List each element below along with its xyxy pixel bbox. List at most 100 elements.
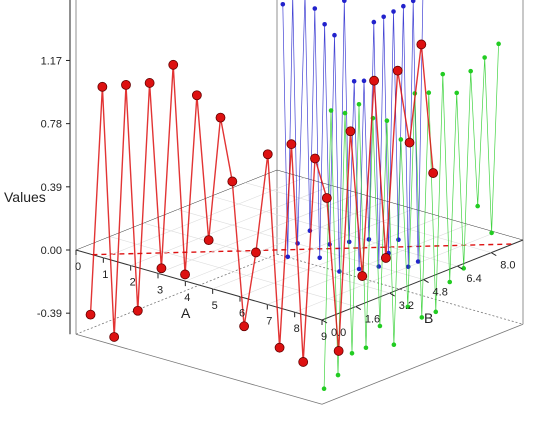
red-point	[144, 78, 155, 88]
red-point	[357, 271, 368, 281]
green-point	[349, 351, 355, 356]
a-tick-label: 9	[321, 331, 327, 343]
b-tick-mark	[321, 319, 328, 324]
box-edge	[75, 333, 323, 405]
blue-point	[415, 259, 421, 264]
green-point	[496, 41, 501, 47]
a-tick-label: 6	[239, 308, 245, 320]
blue-point	[342, 0, 347, 4]
red-point	[180, 269, 190, 280]
blue-point	[351, 79, 357, 84]
z-tick-label: 0.00	[41, 245, 62, 257]
blue-point	[401, 3, 406, 9]
red-point	[298, 357, 309, 367]
z-tick-label: 0.78	[41, 119, 62, 131]
green-point	[468, 68, 473, 74]
axis-ticks: 1.17 0.78 0.39 0.00 -0.39 0 1 2 3 4 5 6 7 8 9 0.0 1.6 3.2…	[37, 0, 516, 343]
b-tick-mark	[491, 252, 497, 257]
blue-point	[361, 78, 367, 84]
green-point	[489, 230, 494, 236]
blue-point	[396, 237, 401, 242]
grid-line	[143, 222, 390, 294]
red-line	[89, 44, 434, 362]
box-edge	[75, 253, 278, 335]
red-point	[132, 305, 143, 316]
a-tick-label: 2	[130, 277, 136, 289]
green-point	[433, 309, 439, 315]
blue-point	[410, 0, 416, 4]
red-point	[121, 79, 131, 90]
zero-dashed-line	[92, 243, 513, 256]
red-point	[428, 168, 439, 178]
grid-line	[177, 209, 424, 280]
b-tick-mark	[355, 306, 362, 310]
red-point	[203, 235, 214, 245]
green-point	[482, 55, 487, 60]
red-point	[392, 65, 403, 76]
green-point	[363, 345, 369, 351]
green-point	[335, 372, 341, 378]
blue-point	[317, 255, 323, 261]
a-tick-label: 1	[102, 269, 108, 281]
blue-point	[371, 19, 377, 25]
series-red	[85, 39, 439, 367]
b-tick-label: 6.4	[466, 273, 481, 285]
green-point	[342, 110, 348, 116]
box-edge	[321, 323, 524, 405]
box-edge	[276, 253, 524, 325]
green-point	[384, 118, 390, 124]
zero-plane-edge	[75, 249, 323, 321]
red-point	[286, 139, 297, 150]
b-tick-label: 1.6	[365, 314, 380, 326]
a-tick-label: 5	[212, 300, 218, 312]
blue-point	[332, 32, 337, 38]
green-point	[419, 315, 425, 320]
blue-point	[312, 6, 318, 11]
red-point	[404, 137, 415, 148]
b-tick-label: 8.0	[500, 260, 515, 272]
red-point	[109, 332, 120, 342]
b-tick-label: 4.8	[433, 287, 448, 299]
red-point	[310, 153, 320, 164]
green-line	[323, 43, 499, 389]
red-point	[369, 75, 379, 86]
blue-point	[391, 9, 396, 14]
red-point	[215, 112, 226, 123]
red-point	[168, 59, 179, 70]
green-point	[426, 90, 432, 95]
green-point	[398, 137, 404, 142]
red-point	[321, 193, 332, 203]
a-tick-label: 4	[184, 292, 190, 304]
green-point	[405, 304, 411, 310]
blue-point	[295, 241, 300, 246]
plot-frame	[75, 0, 524, 405]
b-tick-mark	[423, 279, 429, 284]
red-point	[97, 81, 108, 92]
b-tick-mark	[457, 265, 463, 270]
grid-line	[109, 236, 356, 307]
green-point	[475, 203, 480, 209]
blue-point	[376, 264, 382, 269]
b-tick-label: 3.2	[399, 300, 414, 312]
red-point	[227, 176, 238, 187]
a-tick-label: 8	[294, 323, 300, 335]
green-point	[356, 101, 362, 107]
b-tick-mark	[389, 292, 395, 297]
blue-point	[346, 239, 352, 245]
red-point	[380, 253, 391, 263]
series-green	[321, 41, 501, 392]
green-point	[321, 386, 327, 392]
blue-point	[322, 22, 327, 27]
a-axis-title: A	[181, 305, 191, 321]
red-point	[156, 263, 167, 274]
blue-point	[356, 266, 362, 272]
green-point	[391, 342, 397, 348]
blue-point	[280, 2, 286, 7]
red-point	[416, 39, 427, 50]
red-point	[251, 247, 261, 258]
a-tick-label: 0	[75, 261, 81, 273]
green-point	[447, 279, 453, 285]
blue-point	[381, 14, 386, 20]
green-point	[440, 71, 446, 77]
